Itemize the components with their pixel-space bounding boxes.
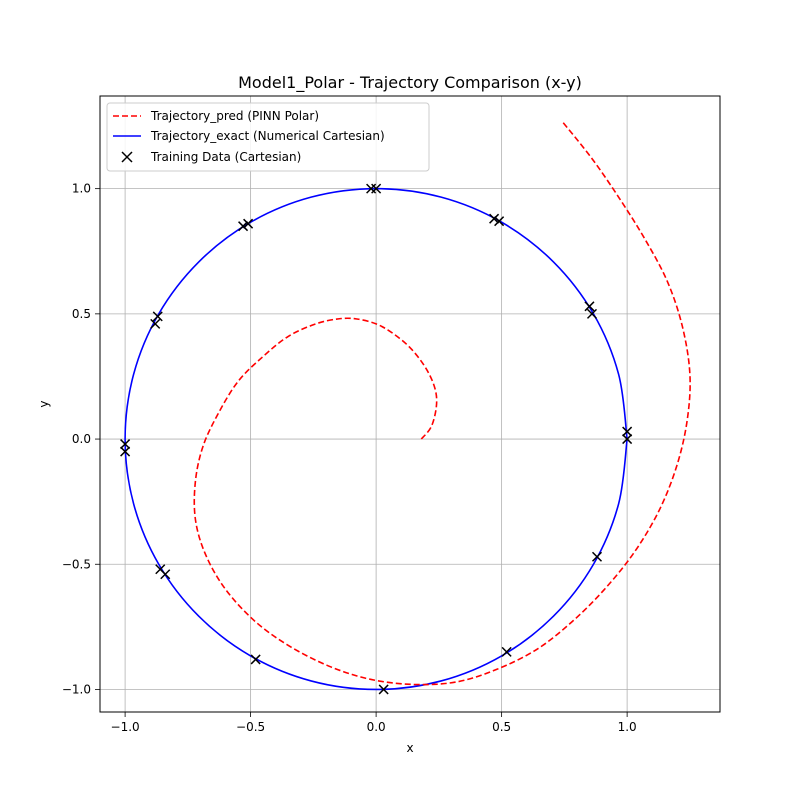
legend-box bbox=[106, 102, 430, 172]
training-data-point bbox=[586, 308, 598, 319]
legend-label-training: Training Data (Cartesian) bbox=[150, 150, 301, 164]
y-tick-label: 1.0 bbox=[72, 182, 91, 196]
y-tick-label: −1.0 bbox=[62, 682, 91, 696]
x-axis-label: x bbox=[406, 741, 413, 755]
training-data-point bbox=[591, 551, 603, 562]
training-data-point bbox=[489, 213, 500, 224]
series-line-pred bbox=[193, 120, 691, 686]
training-data-point bbox=[150, 318, 161, 329]
axes-frame bbox=[99, 95, 721, 713]
y-axis-label: y bbox=[37, 400, 51, 407]
training-data-point bbox=[152, 311, 163, 322]
series-layer bbox=[120, 120, 691, 695]
training-data-point bbox=[366, 183, 377, 194]
grid-lines bbox=[100, 96, 720, 712]
legend-label-pred: Trajectory_pred (PINN Polar) bbox=[150, 109, 319, 123]
series-line-exact bbox=[124, 187, 628, 691]
training-data-point bbox=[160, 569, 171, 580]
plot-area bbox=[99, 95, 721, 713]
training-data-point bbox=[622, 426, 633, 437]
training-data-point bbox=[243, 218, 254, 229]
training-data-point bbox=[622, 434, 633, 445]
training-data-point bbox=[238, 221, 249, 232]
x-tick-label: 0.5 bbox=[492, 720, 511, 734]
chart-title: Model1_Polar - Trajectory Comparison (x-… bbox=[238, 73, 582, 93]
training-data-point bbox=[120, 446, 131, 457]
training-data-point bbox=[494, 216, 505, 227]
legend-swatch-training bbox=[121, 151, 133, 163]
training-data-point bbox=[378, 684, 389, 695]
x-tick-label: 1.0 bbox=[618, 720, 637, 734]
training-data-point bbox=[120, 439, 131, 450]
x-axis-ticks: −1.0 −0.5 0.0 0.5 1.0 bbox=[111, 712, 637, 734]
y-tick-label: 0.5 bbox=[72, 307, 91, 321]
x-tick-label: −0.5 bbox=[236, 720, 265, 734]
training-data-point bbox=[250, 654, 261, 665]
y-tick-label: −0.5 bbox=[62, 557, 91, 571]
x-tick-label: 0.0 bbox=[367, 720, 386, 734]
training-data-point bbox=[501, 646, 512, 657]
legend-label-exact: Trajectory_exact (Numerical Cartesian) bbox=[150, 129, 385, 143]
y-axis-ticks: −1.0 −0.5 0.0 0.5 1.0 bbox=[62, 182, 100, 696]
y-tick-label: 0.0 bbox=[72, 432, 91, 446]
x-tick-label: −1.0 bbox=[111, 720, 140, 734]
legend: Trajectory_pred (PINN Polar) Trajectory_… bbox=[106, 102, 430, 172]
training-data-point bbox=[584, 301, 595, 312]
